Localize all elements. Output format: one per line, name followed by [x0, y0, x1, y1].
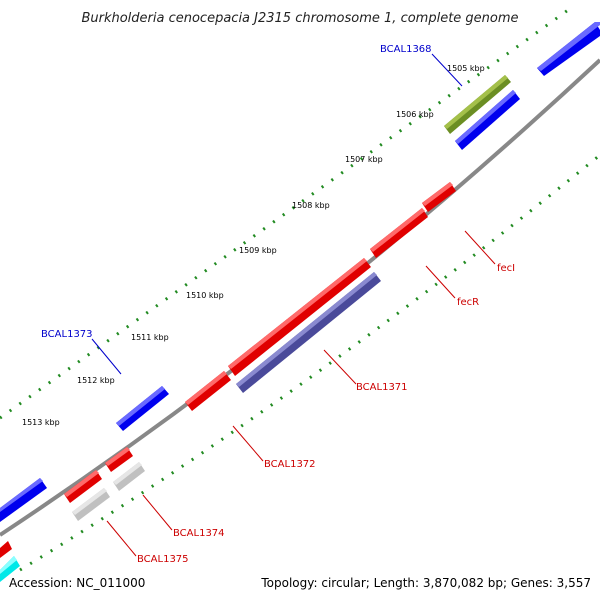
label-bcal1374[interactable]: BCAL1374 [173, 528, 225, 539]
genome-summary-text: Topology: circular; Length: 3,870,082 bp… [260, 576, 591, 590]
gene-block-gray-1[interactable] [113, 462, 145, 491]
gene-block-bcal1372-long[interactable] [228, 258, 371, 376]
gene-block-fecr[interactable] [370, 208, 428, 258]
leader-bcal1375 [106, 520, 137, 557]
leader-bcal1374 [142, 494, 173, 531]
page-title: Burkholderia cenocepacia J2315 chromosom… [81, 11, 518, 26]
kbp-label-1505: 1505 kbp [447, 64, 485, 73]
inner-tick-track [19, 153, 600, 572]
label-fecr[interactable]: fecR [457, 297, 479, 308]
kbp-label-1513: 1513 kbp [22, 418, 60, 427]
gene-block-left-edge[interactable] [0, 478, 47, 522]
gene-block-bcal1372[interactable] [185, 371, 231, 411]
leader-bcal1372 [232, 425, 264, 462]
kbp-label-1509: 1509 kbp [239, 246, 277, 255]
gene-block-feci[interactable] [422, 182, 456, 212]
label-bcal1375[interactable]: BCAL1375 [137, 554, 189, 565]
gene-block-bcal1373[interactable] [116, 386, 169, 431]
leader-feci [464, 230, 496, 265]
gene-block-cyan[interactable] [0, 556, 20, 582]
gene-block-bcal1368[interactable] [444, 75, 511, 134]
kbp-label-1510: 1510 kbp [186, 291, 224, 300]
kbp-label-1506: 1506 kbp [396, 110, 434, 119]
kbp-label-1508: 1508 kbp [292, 201, 330, 210]
label-bcal1368[interactable]: BCAL1368 [380, 44, 432, 55]
kbp-label-1512: 1512 kbp [77, 376, 115, 385]
leader-fecr [425, 265, 456, 299]
accession-text: Accession: NC_011000 [9, 576, 145, 590]
gene-block-gray-2[interactable] [72, 488, 110, 521]
gene-block-inner-blue[interactable] [455, 90, 520, 150]
leader-bcal1368 [431, 53, 463, 87]
leader-bcal1371 [323, 349, 357, 385]
gene-block-bcal1374[interactable] [105, 447, 133, 472]
gene-block-bcal1375[interactable] [64, 470, 102, 503]
label-feci[interactable]: fecI [497, 263, 515, 274]
leader-bcal1373 [91, 338, 122, 375]
gene-block-bcal1371[interactable] [236, 272, 381, 393]
kbp-label-1511: 1511 kbp [131, 333, 169, 342]
label-bcal1373[interactable]: BCAL1373 [41, 329, 93, 340]
label-bcal1371[interactable]: BCAL1371 [356, 382, 408, 393]
kbp-label-1507: 1507 kbp [345, 155, 383, 164]
label-bcal1372[interactable]: BCAL1372 [264, 459, 316, 470]
gene-block-top-right[interactable] [537, 22, 600, 76]
gene-block-bottom-left-red[interactable] [0, 541, 12, 558]
